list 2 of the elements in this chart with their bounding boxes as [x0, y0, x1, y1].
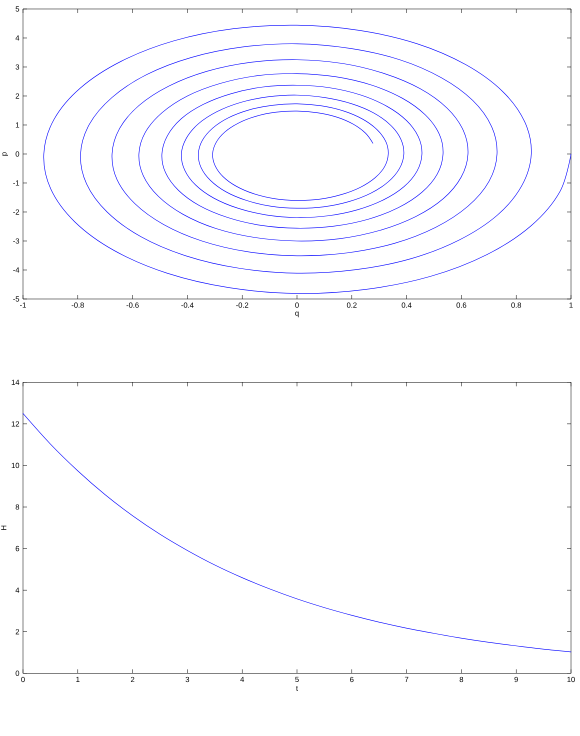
line-series: [43, 24, 572, 294]
line-series: [22, 413, 572, 652]
